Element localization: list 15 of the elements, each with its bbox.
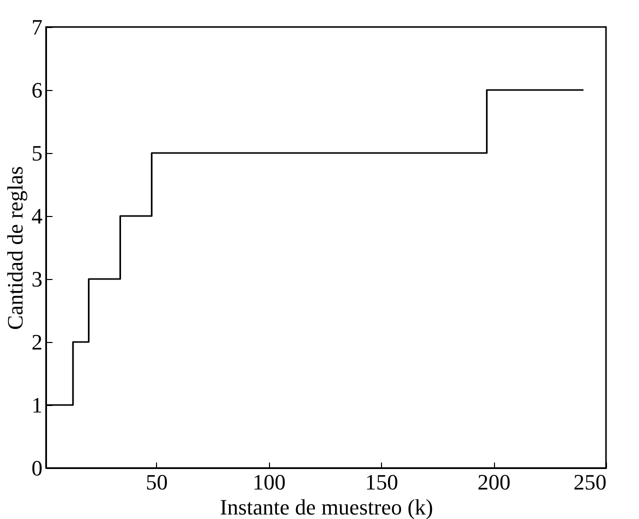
y-tick-label: 7 [32,14,42,40]
x-tick-label: 250 [574,470,606,494]
x-tick-label: 150 [365,470,398,494]
y-tick-label: 6 [32,78,42,102]
y-tick-label: 5 [32,140,42,166]
y-tick-label: 1 [32,392,42,418]
x-tick-label: 200 [478,470,511,494]
x-axis-title: Instante de muestreo (k) [220,494,434,519]
y-tick-label: 4 [32,204,42,228]
y-tick-label: 0 [32,456,42,480]
y-axis-title: Cantidad de reglas [2,166,28,330]
y-tick-label: 2 [32,330,42,354]
x-tick-label: 50 [146,470,168,494]
y-tick-label: 3 [32,266,42,292]
x-tick-label: 100 [252,470,286,494]
